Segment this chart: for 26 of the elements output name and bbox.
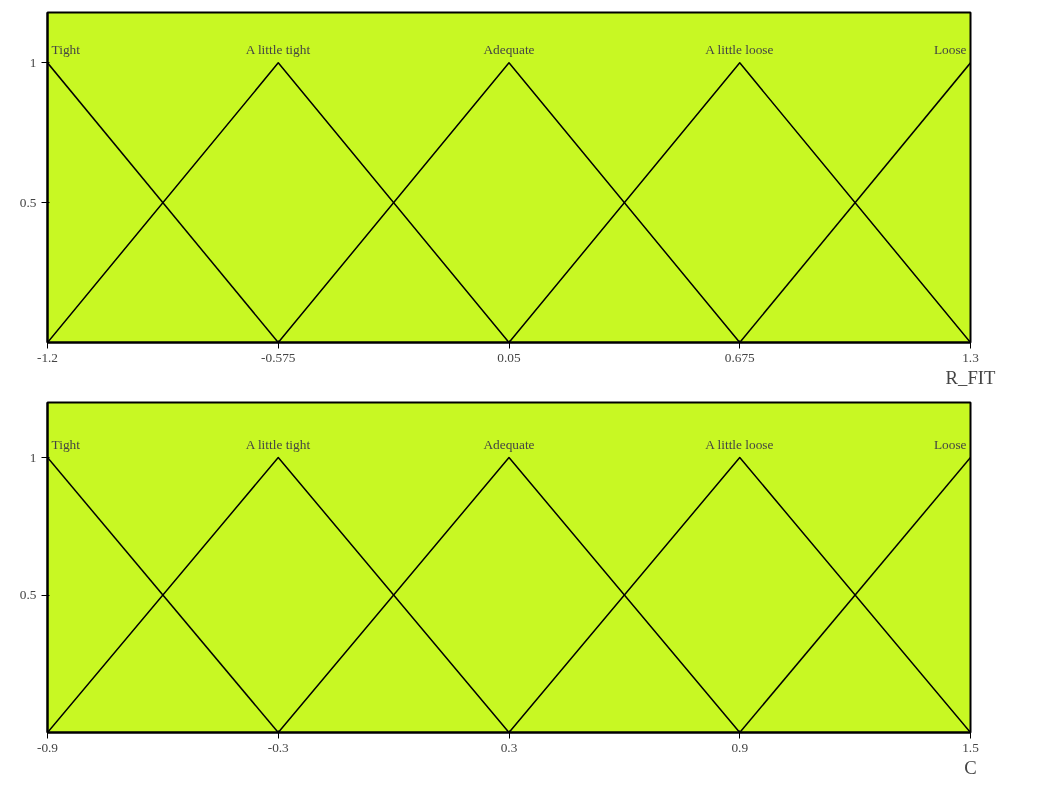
series-label: A little tight — [245, 41, 311, 57]
series-label: Adequate — [483, 436, 535, 452]
x-tick-label: 0.675 — [724, 349, 756, 365]
x-tick-label: 1.5 — [962, 739, 980, 755]
y-tick-label: 0.5 — [19, 194, 37, 210]
x-axis-title: C — [964, 756, 977, 778]
x-axis-title: R_FIT — [945, 366, 996, 388]
x-tick-label: -0.3 — [267, 739, 290, 755]
series-label: A little tight — [245, 436, 311, 452]
x-tick-label: 0.3 — [500, 739, 518, 755]
y-tick-label: 1 — [29, 54, 37, 70]
x-tick-label: -1.2 — [36, 349, 59, 365]
series-label: A little loose — [705, 436, 774, 452]
series-label: Tight — [51, 436, 81, 452]
x-tick-label: 0.9 — [731, 739, 749, 755]
x-tick-label: -0.9 — [36, 739, 59, 755]
series-label: A little loose — [705, 41, 774, 57]
x-tick-label: 1.3 — [962, 349, 980, 365]
series-label: Tight — [51, 41, 81, 57]
x-tick-label: -0.575 — [261, 349, 296, 365]
series-label: Adequate — [483, 41, 535, 57]
series-label: Loose — [933, 436, 967, 452]
series-label: Loose — [933, 41, 967, 57]
x-tick-label: 0.05 — [497, 349, 521, 365]
y-tick-label: 0.5 — [19, 587, 37, 602]
y-tick-label: 1 — [29, 449, 37, 465]
